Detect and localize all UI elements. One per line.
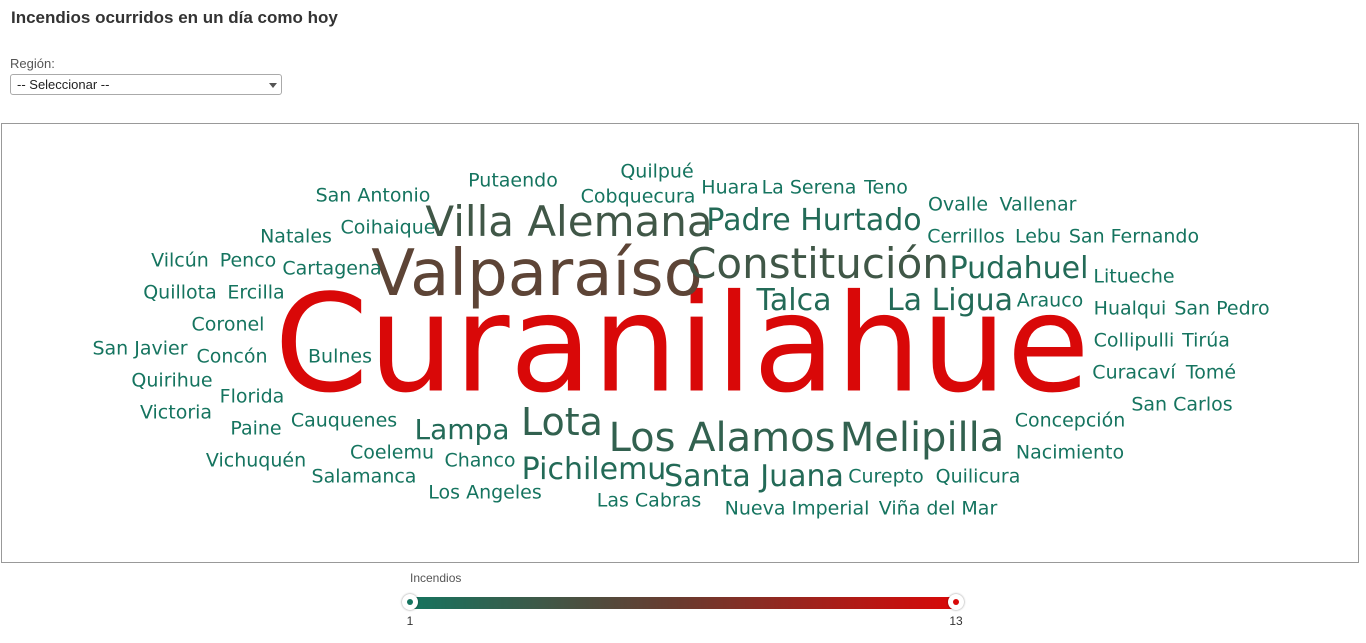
- cloud-word[interactable]: Padre Hurtado: [706, 203, 922, 238]
- cloud-word[interactable]: Chanco: [444, 449, 516, 472]
- cloud-word[interactable]: Curepto: [848, 465, 924, 488]
- cloud-word[interactable]: Vilcún: [151, 249, 209, 272]
- chevron-down-icon: [269, 83, 277, 88]
- cloud-word[interactable]: Constitución: [687, 239, 949, 288]
- cloud-word[interactable]: San Pedro: [1174, 297, 1270, 320]
- cloud-word[interactable]: Ovalle: [927, 193, 989, 216]
- cloud-word[interactable]: Tirúa: [1182, 329, 1230, 352]
- cloud-word[interactable]: Hualqui: [1093, 297, 1167, 320]
- cloud-word[interactable]: Pichilemu: [521, 452, 667, 487]
- cloud-word[interactable]: Pudahuel: [949, 251, 1089, 286]
- cloud-word[interactable]: San Carlos: [1131, 393, 1233, 416]
- word-cloud: Curanilahue Valparaíso Constitución Villa A…: [1, 123, 1359, 563]
- cloud-word[interactable]: Quilicura: [935, 465, 1021, 488]
- cloud-word[interactable]: Salamanca: [311, 465, 417, 488]
- cloud-word[interactable]: Florida: [219, 385, 285, 408]
- cloud-word[interactable]: Quirihue: [131, 369, 213, 392]
- cloud-word[interactable]: Collipulli: [1093, 329, 1175, 352]
- cloud-word[interactable]: Cerrillos: [927, 225, 1005, 248]
- cloud-word[interactable]: Santa Juana: [664, 459, 844, 494]
- cloud-word[interactable]: Lota: [521, 400, 603, 444]
- cloud-word[interactable]: La Serena: [761, 176, 857, 199]
- cloud-word[interactable]: Penco: [219, 249, 277, 272]
- legend-max-label: 13: [949, 614, 963, 628]
- cloud-word[interactable]: Huara: [701, 176, 759, 199]
- cloud-word[interactable]: Quillota: [143, 281, 217, 304]
- region-select-value: -- Seleccionar --: [17, 77, 110, 92]
- cloud-word[interactable]: Los Angeles: [428, 481, 542, 504]
- cloud-word[interactable]: Talca: [756, 283, 832, 318]
- cloud-word[interactable]: Putaendo: [468, 169, 558, 192]
- cloud-word[interactable]: Victoria: [139, 401, 213, 424]
- legend-color-bar: [410, 597, 956, 609]
- cloud-word[interactable]: La Ligua: [886, 283, 1014, 318]
- cloud-word[interactable]: Curanilahue: [274, 265, 1090, 423]
- cloud-word[interactable]: Bulnes: [308, 345, 372, 368]
- cloud-word[interactable]: Vallenar: [999, 193, 1077, 216]
- cloud-word[interactable]: Coihaique: [340, 216, 436, 239]
- cloud-word[interactable]: Litueche: [1093, 265, 1175, 288]
- region-select[interactable]: -- Seleccionar --: [10, 74, 282, 95]
- cloud-word[interactable]: Nacimiento: [1015, 441, 1125, 464]
- cloud-word[interactable]: Ercilla: [227, 281, 285, 304]
- cloud-word[interactable]: Lebu: [1014, 225, 1062, 248]
- legend-max-handle[interactable]: [948, 594, 964, 610]
- cloud-word[interactable]: Coronel: [191, 313, 265, 336]
- cloud-word[interactable]: Paine: [230, 417, 282, 440]
- cloud-word[interactable]: Teno: [864, 176, 908, 199]
- cloud-word[interactable]: San Fernando: [1068, 225, 1200, 248]
- cloud-word[interactable]: Quilpué: [620, 160, 694, 183]
- cloud-word[interactable]: Melipilla: [839, 415, 1005, 461]
- cloud-word[interactable]: Villa Alemana: [425, 197, 713, 246]
- cloud-word[interactable]: Nueva Imperial: [724, 497, 870, 520]
- cloud-word[interactable]: Cartagena: [282, 257, 382, 280]
- cloud-word[interactable]: Natales: [260, 225, 332, 248]
- legend-min-label: 1: [406, 614, 414, 628]
- cloud-word[interactable]: Viña del Mar: [878, 497, 998, 520]
- cloud-word[interactable]: Cauquenes: [290, 409, 398, 432]
- cloud-word[interactable]: Los Alamos: [608, 415, 836, 461]
- cloud-word[interactable]: Curacaví: [1092, 361, 1176, 384]
- region-label: Región:: [10, 56, 55, 71]
- legend-min-handle[interactable]: [402, 594, 418, 610]
- cloud-word[interactable]: Vichuquén: [205, 449, 307, 472]
- cloud-word[interactable]: Lampa: [414, 413, 510, 446]
- cloud-word[interactable]: Valparaíso: [371, 237, 703, 311]
- cloud-word[interactable]: San Javier: [92, 337, 188, 360]
- cloud-word[interactable]: Arauco: [1016, 289, 1084, 312]
- cloud-word[interactable]: Tomé: [1185, 361, 1237, 384]
- cloud-word[interactable]: Concón: [196, 345, 268, 368]
- legend-title: Incendios: [410, 571, 462, 585]
- cloud-word[interactable]: Concepción: [1014, 409, 1126, 432]
- page-title: Incendios ocurridos en un día como hoy: [11, 8, 338, 27]
- cloud-word[interactable]: Las Cabras: [596, 489, 702, 512]
- cloud-word[interactable]: Coelemu: [349, 441, 435, 464]
- cloud-word[interactable]: Cobquecura: [580, 185, 696, 208]
- cloud-word[interactable]: San Antonio: [315, 184, 431, 207]
